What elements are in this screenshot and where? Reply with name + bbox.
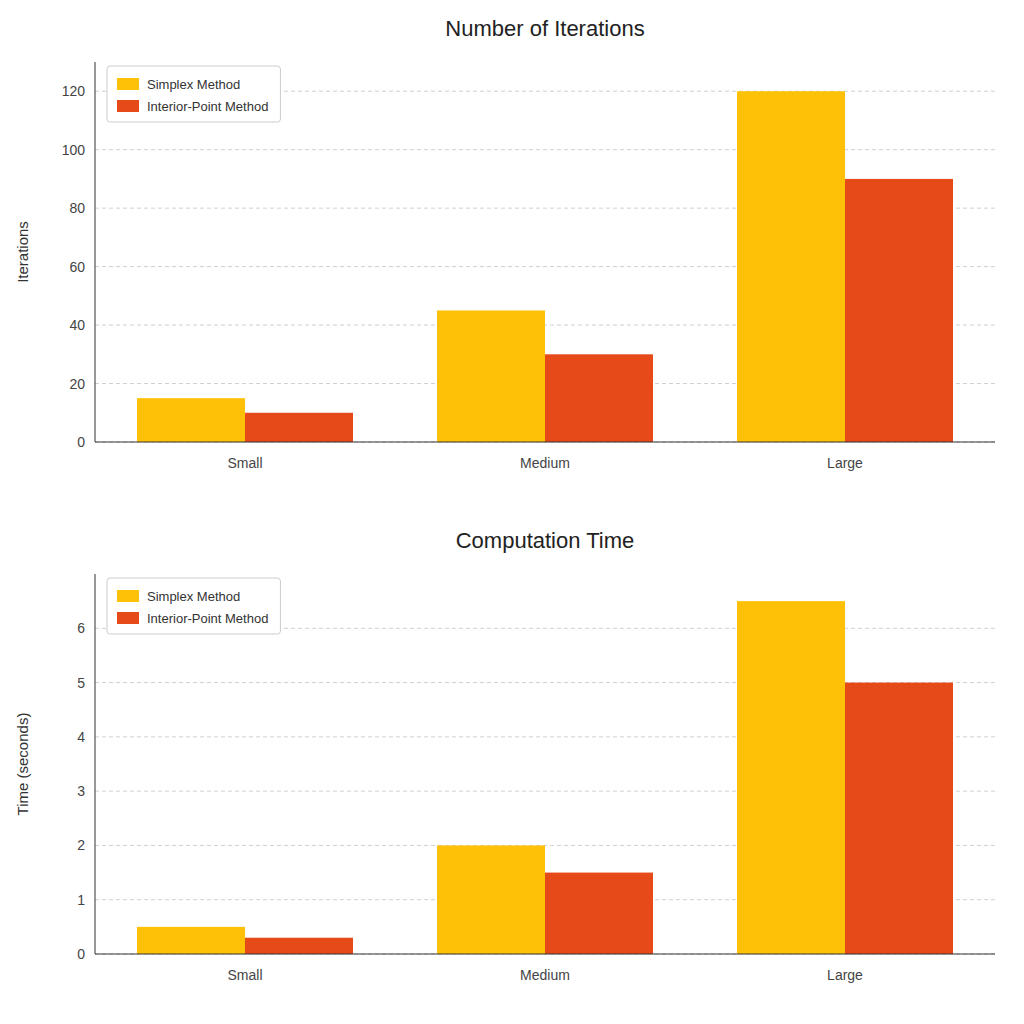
legend-box xyxy=(107,66,280,122)
bar xyxy=(545,873,653,954)
legend-swatch xyxy=(117,100,139,112)
y-tick-label: 0 xyxy=(77,434,85,450)
bars xyxy=(137,91,953,442)
legend-label: Simplex Method xyxy=(147,77,240,92)
bar xyxy=(245,938,353,954)
grid-line xyxy=(95,149,995,150)
y-tick-label: 6 xyxy=(77,620,85,636)
chart-title: Computation Time xyxy=(456,528,635,553)
bar xyxy=(437,310,545,442)
chart-container: Number of IterationsIterations0204060801… xyxy=(0,0,1024,1024)
legend-box xyxy=(107,578,280,634)
legend-swatch xyxy=(117,590,139,602)
y-axis-line xyxy=(95,574,96,954)
x-tick-label: Medium xyxy=(520,455,570,471)
bar xyxy=(137,398,245,442)
legend-label: Simplex Method xyxy=(147,589,240,604)
y-tick-label: 60 xyxy=(69,259,85,275)
y-tick-label: 5 xyxy=(77,675,85,691)
bar xyxy=(845,683,953,954)
bar xyxy=(545,354,653,442)
y-tick-label: 2 xyxy=(77,837,85,853)
x-tick-label: Small xyxy=(227,455,262,471)
bars xyxy=(137,601,953,954)
x-tick-label: Large xyxy=(827,455,863,471)
y-axis-line xyxy=(95,62,96,442)
y-axis-label: Iterations xyxy=(14,221,31,283)
bar xyxy=(737,601,845,954)
x-axis-line xyxy=(95,954,995,955)
y-tick-label: 80 xyxy=(69,200,85,216)
bar xyxy=(845,179,953,442)
chart-title: Number of Iterations xyxy=(445,16,644,41)
grid-line xyxy=(95,954,995,955)
y-tick-label: 0 xyxy=(77,946,85,962)
y-tick-label: 3 xyxy=(77,783,85,799)
bar xyxy=(245,413,353,442)
y-tick-label: 1 xyxy=(77,892,85,908)
panel: Number of Iterations Iterations 0 20 40 60 80 1… xyxy=(14,16,995,471)
y-axis-label: Time (seconds) xyxy=(14,713,31,816)
y-tick-label: 20 xyxy=(69,376,85,392)
y-tick-label: 40 xyxy=(69,317,85,333)
bar xyxy=(437,845,545,954)
legend: Simplex Method Interior-Point Method xyxy=(107,66,280,122)
legend-swatch xyxy=(117,78,139,90)
x-tick-label: Large xyxy=(827,967,863,983)
legend-swatch xyxy=(117,612,139,624)
bar xyxy=(737,91,845,442)
x-axis-line xyxy=(95,442,995,443)
x-tick-label: Medium xyxy=(520,967,570,983)
legend-label: Interior-Point Method xyxy=(147,611,268,626)
chart-svg: Number of IterationsIterations0204060801… xyxy=(0,0,1024,1024)
panel: Computation Time Time (seconds) 0 1 2 3 4 5 6 Sma… xyxy=(14,528,995,983)
bar xyxy=(137,927,245,954)
grid-line xyxy=(95,442,995,443)
legend: Simplex Method Interior-Point Method xyxy=(107,578,280,634)
x-tick-label: Small xyxy=(227,967,262,983)
y-tick-label: 100 xyxy=(62,142,86,158)
legend-label: Interior-Point Method xyxy=(147,99,268,114)
y-tick-label: 120 xyxy=(62,83,86,99)
y-tick-label: 4 xyxy=(77,729,85,745)
